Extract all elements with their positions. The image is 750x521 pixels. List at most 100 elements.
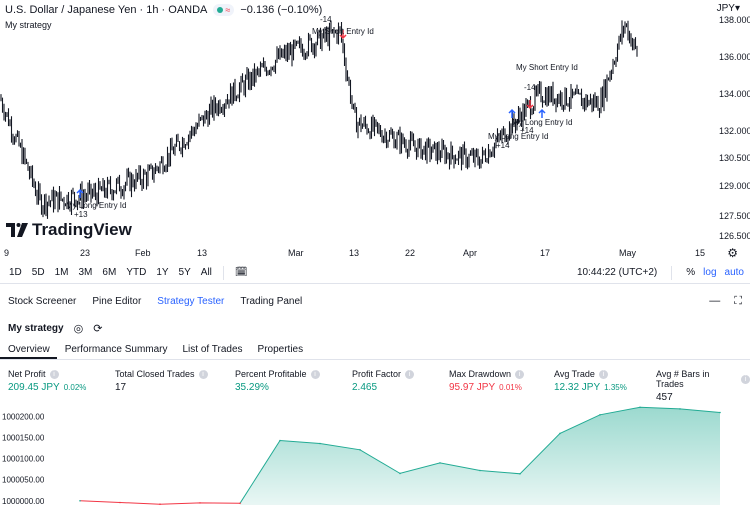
auto-scale-toggle[interactable]: auto — [724, 267, 744, 278]
tab-stock-screener[interactable]: Stock Screener — [8, 295, 77, 307]
price-axis-label: 136.000 — [719, 52, 750, 62]
info-icon[interactable]: i — [49, 369, 59, 379]
equity-point[interactable] — [679, 408, 681, 410]
info-icon[interactable]: i — [310, 369, 320, 379]
metric-profit-factor: Profit Factor i 2.465 — [352, 369, 415, 393]
equity-point[interactable] — [239, 502, 241, 505]
equity-point[interactable] — [79, 500, 81, 502]
price-chart-canvas[interactable]: 138.000 136.000 134.000 132.000 130.500 129.0… — [0, 0, 750, 262]
equity-point[interactable] — [719, 411, 721, 414]
maximize-panel-icon[interactable]: ⛶ — [734, 294, 742, 307]
short-entry-arrow-icon[interactable] — [339, 30, 347, 40]
range-5d-button[interactable]: 5D — [31, 267, 45, 278]
tab-strategy-tester[interactable]: Strategy Tester — [157, 295, 225, 307]
metric-label-text: Avg Trade — [554, 369, 595, 379]
range-6m-button[interactable]: 6M — [102, 267, 117, 278]
long-entry-arrow-icon[interactable] — [508, 108, 516, 118]
metric-value: 95.97 JPY 0.01% — [449, 382, 524, 393]
info-icon[interactable]: i — [198, 369, 208, 379]
equity-point[interactable] — [159, 503, 161, 505]
metric-value: 209.45 JPY 0.02% — [8, 382, 86, 393]
metric-percent: 1.35% — [604, 383, 627, 392]
trade-marker-label: My Short Entry Id — [312, 27, 374, 36]
metric-value-text: 95.97 JPY — [449, 382, 496, 393]
price-chart[interactable]: 138.000 136.000 134.000 132.000 130.500 129.0… — [0, 0, 750, 262]
equity-point[interactable] — [599, 414, 601, 416]
metric-label: Percent Profitable i — [235, 369, 320, 379]
deep-backtest-icon[interactable]: ⟳ — [93, 323, 103, 335]
info-icon[interactable]: i — [741, 374, 750, 384]
tradingview-logo[interactable]: TradingView — [6, 220, 132, 240]
metric-value-text: 2.465 — [352, 382, 378, 393]
metric-label: Profit Factor i — [352, 369, 415, 379]
tab-properties[interactable]: Properties — [257, 344, 304, 355]
tab-trading-panel[interactable]: Trading Panel — [240, 295, 303, 307]
time-axis-label: May — [619, 248, 637, 258]
info-icon[interactable]: i — [515, 369, 525, 379]
market-open-icon — [217, 7, 224, 13]
log-scale-toggle[interactable]: log — [703, 267, 717, 278]
equity-point[interactable] — [199, 502, 201, 504]
metric-label-text: Max Drawdown — [449, 369, 512, 379]
panel-controls: — ⛶ — [709, 295, 750, 308]
tab-performance-summary[interactable]: Performance Summary — [64, 344, 168, 355]
metric-percent: 0.01% — [499, 383, 522, 392]
time-axis-label: 15 — [695, 248, 705, 258]
range-ytd-button[interactable]: YTD — [126, 267, 147, 278]
clock-timezone[interactable]: 10:44:22 (UTC+2) — [576, 267, 658, 278]
time-axis-label: 22 — [405, 248, 415, 258]
range-5y-button[interactable]: 5Y — [178, 267, 191, 278]
short-entry-arrow-icon[interactable] — [526, 100, 534, 110]
toolbar-divider — [671, 265, 673, 280]
market-status[interactable]: ≈ — [213, 4, 235, 16]
equity-point[interactable] — [439, 462, 441, 464]
equity-point[interactable] — [359, 449, 361, 451]
percent-scale-toggle[interactable]: % — [686, 267, 696, 278]
trade-marker-label: My Short Entry Id — [516, 63, 578, 72]
tab-list-of-trades[interactable]: List of Trades — [182, 344, 243, 355]
equity-axis-label: 1000200.00 — [2, 413, 45, 422]
metric-label-text: Percent Profitable — [235, 369, 307, 379]
metric-percent-profitable: Percent Profitable i 35.29% — [235, 369, 320, 393]
symbol-title[interactable]: U.S. Dollar / Japanese Yen · 1h · OANDA — [5, 4, 208, 16]
equity-point[interactable] — [119, 501, 121, 504]
metric-avg-bars-in-trades: Avg # Bars in Trades i 457 — [656, 369, 750, 403]
price-axis-label: 126.500 — [719, 231, 750, 241]
equity-point[interactable] — [519, 473, 521, 475]
equity-point[interactable] — [559, 432, 561, 435]
long-entry-arrow-icon[interactable] — [76, 188, 84, 198]
currency-selector[interactable]: JPY▾ — [716, 3, 740, 14]
tab-overview[interactable]: Overview — [0, 342, 57, 359]
equity-point[interactable] — [319, 442, 321, 445]
info-icon[interactable]: i — [405, 369, 415, 379]
range-1y-button[interactable]: 1Y — [156, 267, 169, 278]
minimize-panel-icon[interactable]: — — [709, 294, 721, 307]
strategy-settings-icon[interactable]: ◎ — [73, 323, 84, 335]
range-1d-button[interactable]: 1D — [9, 267, 22, 278]
strategy-legend[interactable]: My strategy — [5, 20, 52, 30]
metric-value: 35.29% — [235, 382, 320, 393]
info-icon[interactable]: i — [598, 369, 608, 379]
strategy-name[interactable]: My strategy — [8, 323, 64, 334]
equity-point[interactable] — [279, 439, 281, 442]
metric-label: Total Closed Trades i — [115, 369, 208, 379]
equity-chart[interactable]: 1000200.00 1000150.00 1000100.00 1000050.00… — [0, 400, 750, 521]
range-all-button[interactable]: All — [200, 267, 212, 278]
strategy-metrics: Net Profit i 209.45 JPY 0.02% Total Closed T… — [0, 369, 750, 403]
metric-value-text: 457 — [656, 392, 673, 403]
metric-label-text: Profit Factor — [352, 369, 402, 379]
range-1m-button[interactable]: 1M — [54, 267, 69, 278]
goto-date-calendar-icon[interactable]: 🗓 — [234, 267, 248, 278]
equity-point[interactable] — [639, 406, 641, 409]
equity-point[interactable] — [479, 469, 481, 472]
chart-settings-gear-icon[interactable]: ⚙ — [727, 246, 738, 260]
equity-point[interactable] — [399, 472, 401, 475]
range-3m-button[interactable]: 3M — [78, 267, 93, 278]
bottom-panel-tabs: Stock Screener Pine Editor Strategy Test… — [0, 290, 750, 312]
time-axis-label: Feb — [135, 248, 151, 258]
long-entry-arrow-icon[interactable] — [538, 108, 546, 118]
trade-marker-label: My Long Entry Id — [512, 118, 572, 127]
strategy-selector-row: My strategy ◎ ⟳ — [8, 322, 102, 335]
time-axis-label: 13 — [349, 248, 359, 258]
tab-pine-editor[interactable]: Pine Editor — [92, 295, 142, 307]
